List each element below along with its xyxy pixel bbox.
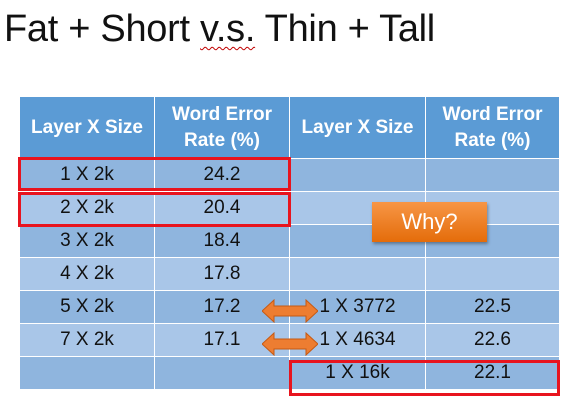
table-cell [289, 257, 426, 291]
table-cell: 24.2 [154, 158, 290, 192]
header-row: Layer X Size Word Error Rate (%) Layer X… [19, 96, 560, 159]
highlight-box-2x2k [18, 192, 291, 227]
table-cell: 3 X 2k [19, 224, 155, 258]
table-cell [154, 356, 290, 390]
table-cell: 2 X 2k [19, 191, 155, 225]
highlight-box-1x2k [18, 157, 291, 191]
double-arrow-icon [262, 299, 318, 323]
table-cell: 5 X 2k [19, 290, 155, 324]
table-cell: 7 X 2k [19, 323, 155, 357]
title-vs: v.s. [200, 8, 256, 50]
header-layer-size-right: Layer X Size [289, 96, 426, 159]
table-cell [19, 356, 155, 390]
table-cell [289, 158, 426, 192]
table-row: 4 X 2k 17.8 [19, 257, 560, 291]
table-cell: 22.5 [425, 290, 560, 324]
table-cell [425, 158, 560, 192]
why-callout: Why? [372, 202, 487, 242]
title-thin-tall: Thin + Tall [255, 8, 436, 50]
table-cell: 4 X 2k [19, 257, 155, 291]
table-cell: 18.4 [154, 224, 290, 258]
highlight-box-1x16k [289, 360, 560, 396]
table-cell: 1 X 2k [19, 158, 155, 192]
table-cell: 17.8 [154, 257, 290, 291]
header-word-error-rate-left: Word Error Rate (%) [154, 96, 290, 159]
slide-title: Fat + Short v.s. Thin + Tall [4, 8, 435, 51]
double-arrow-icon [262, 332, 318, 356]
header-word-error-rate-right: Word Error Rate (%) [425, 96, 560, 159]
table-row: 2 X 2k 20.4 [19, 191, 560, 225]
title-fat-short: Fat + Short [4, 8, 200, 50]
table-row: 1 X 2k 24.2 [19, 158, 560, 192]
table-cell: 1 X 3772 [289, 290, 426, 324]
table-row: 1 X 16k 22.1 [19, 356, 560, 390]
table-cell: 17.1 [154, 323, 290, 357]
table-cell [425, 257, 560, 291]
table-row: 5 X 2k 17.2 1 X 3772 22.5 [19, 290, 560, 324]
results-table: Layer X Size Word Error Rate (%) Layer X… [19, 96, 560, 390]
table-cell: 22.6 [425, 323, 560, 357]
header-layer-size-left: Layer X Size [19, 96, 155, 159]
